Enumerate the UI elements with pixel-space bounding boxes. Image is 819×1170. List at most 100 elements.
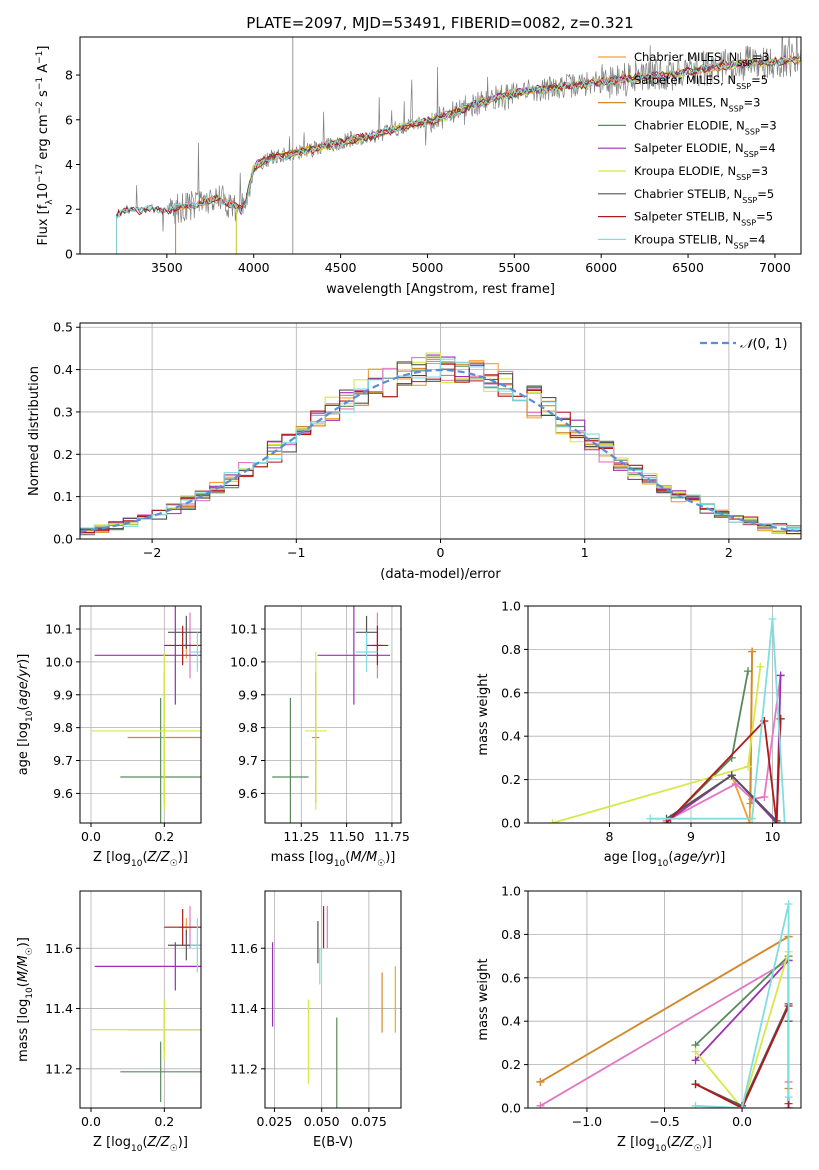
y-tick-label: 0.0 — [501, 816, 521, 831]
legend-label-chabrier-elodie: Chabrier ELODIE, NSSP=3 — [634, 118, 777, 136]
weight-line-kroupa-elodie — [552, 666, 762, 823]
legend-label-salpeter-elodie: Salpeter ELODIE, NSSP=4 — [634, 141, 776, 159]
x-axis-label: (data-model)/error — [380, 567, 501, 582]
errorbar-point-salpeter-elodie — [94, 942, 201, 991]
x-tick-label: 8 — [606, 829, 614, 844]
x-tick-label: 0.050 — [304, 1114, 340, 1129]
y-tick-label: 2 — [65, 202, 73, 217]
y-axis-label: mass [log10(M/M☉)] — [16, 937, 35, 1062]
y-tick-label: 11.6 — [230, 941, 258, 956]
y-axis-label: age [log10(age/yr)] — [16, 654, 35, 776]
x-tick-label: 11.75 — [374, 829, 410, 844]
errorbar-point-salpeter-stelib — [366, 625, 389, 666]
x-tick-label: 4500 — [325, 260, 357, 275]
weight-marker-chabrier-miles — [745, 819, 754, 823]
errorbar-point-kroupa-stelib — [190, 632, 201, 672]
y-tick-label: 9.7 — [238, 753, 258, 768]
y-tick-label: 9.9 — [53, 687, 73, 702]
x-tick-label: 7000 — [759, 260, 791, 275]
y-axis-label: Normed distribution — [27, 366, 42, 496]
y-tick-label: 0.8 — [501, 927, 521, 942]
panel-weight-vs-age: 8 9 10 0.0 0.2 0.4 0.6 0.8 1.0 age [log10(age/yr)… — [476, 599, 802, 869]
x-tick-label: 0.025 — [257, 1114, 293, 1129]
y-tick-label: 4 — [65, 157, 73, 172]
model-fit-line-kroupa-stelib — [116, 55, 801, 254]
y-tick-label: 0.4 — [501, 1014, 521, 1029]
panel-mass-vs-EBV: 0.025 0.050 0.075 11.2 11.4 11.6 E(B-V) — [230, 890, 402, 1150]
x-axis-label: Z [log10(Z/Z☉)] — [93, 850, 188, 869]
x-tick-label: 0.0 — [81, 1114, 101, 1129]
x-tick-label: 4000 — [238, 260, 270, 275]
x-tick-label: 0.0 — [81, 829, 101, 844]
y-tick-label: 11.4 — [230, 1001, 258, 1016]
x-tick-label: 11.50 — [329, 829, 365, 844]
y-tick-label: 0 — [65, 247, 73, 262]
panel-age-vs-Z: 0.0 0.2 9.6 9.7 9.8 9.9 10.0 10.1 Z [log10(Z/Z☉)… — [16, 605, 202, 869]
weight-marker-kroupa-miles — [748, 647, 757, 656]
x-axis-label: E(B-V) — [313, 1135, 353, 1150]
y-tick-label: 0.0 — [501, 1101, 521, 1116]
x-tick-label: 1 — [581, 545, 589, 560]
x-tick-label: 9 — [687, 829, 695, 844]
weight-marker-kroupa-stelib — [738, 1104, 747, 1108]
axes-frame — [527, 605, 802, 824]
x-tick-label: 0.0 — [732, 1114, 752, 1129]
errorbar-point-salpeter-elodie — [94, 606, 201, 705]
x-tick-label: −0.5 — [649, 1114, 679, 1129]
y-tick-label: 11.4 — [45, 1001, 73, 1016]
y-tick-label: 0.2 — [501, 1057, 521, 1072]
weight-lines-area — [536, 900, 793, 1108]
y-tick-label: 0.1 — [53, 489, 73, 504]
x-axis-label: wavelength [Angstrom, rest frame] — [326, 282, 555, 297]
errorbar-point-kroupa-elodie — [91, 999, 201, 1060]
y-tick-label: 8 — [65, 68, 73, 83]
axes-frame — [79, 890, 202, 1109]
weight-line-kroupa-stelib — [650, 618, 786, 823]
x-tick-label: 2 — [725, 545, 733, 560]
histogram-area — [80, 352, 801, 536]
y-tick-label: 0.4 — [53, 362, 73, 377]
errorbar-area — [271, 906, 396, 1108]
weight-line-salpeter-miles — [666, 675, 782, 822]
y-tick-label: 9.8 — [238, 720, 258, 735]
legend-label-chabrier-stelib: Chabrier STELIB, NSSP=5 — [634, 187, 774, 205]
weight-line-chabrier-elodie — [665, 670, 749, 823]
weight-marker-salpeter-stelib — [662, 819, 671, 823]
weight-marker-chabrier-elodie — [744, 667, 753, 676]
weight-marker-kroupa-miles — [536, 1077, 545, 1086]
spectrum-plot-area — [116, 37, 801, 254]
weight-marker-kroupa-elodie — [691, 1047, 700, 1056]
weight-marker-salpeter-miles — [731, 779, 740, 788]
x-axis-label: Z [log10(Z/Z☉)] — [617, 1135, 712, 1154]
x-tick-label: 0.2 — [154, 1114, 174, 1129]
errorbar-point-kroupa-stelib — [355, 632, 378, 672]
errorbar-point-salpeter-stelib — [164, 625, 201, 666]
y-tick-label: 10.0 — [230, 654, 258, 669]
weight-marker-salpeter-stelib — [772, 819, 781, 823]
weight-marker-kroupa-stelib — [784, 1093, 793, 1102]
errorbar-point-salpeter-stelib — [164, 909, 201, 946]
x-tick-label: −2 — [143, 545, 161, 560]
weight-marker-kroupa-elodie — [744, 762, 753, 771]
weight-marker-kroupa-stelib — [646, 814, 655, 823]
y-tick-label: 11.6 — [45, 941, 73, 956]
x-tick-label: 6000 — [585, 260, 617, 275]
errorbar-point-kroupa-elodie — [91, 652, 201, 810]
errorbar-point-chabrier-elodie — [120, 698, 201, 823]
gaussian-reference-curve — [80, 368, 801, 533]
y-tick-label: 0.6 — [501, 970, 521, 985]
y-tick-label: 9.6 — [238, 786, 258, 801]
errorbar-area — [91, 906, 201, 1102]
y-tick-label: 9.6 — [53, 786, 73, 801]
weight-line-kroupa-stelib — [695, 903, 790, 1108]
x-axis-label: age [log10(age/yr)] — [604, 850, 726, 869]
errorbar-area — [272, 606, 391, 823]
weight-marker-salpeter-stelib — [784, 1104, 793, 1108]
y-tick-label: 6 — [65, 112, 73, 127]
errorbar-point-chabrier-stelib — [168, 615, 201, 649]
weight-lines-area — [548, 615, 789, 823]
observed-spectrum-line — [116, 37, 801, 232]
weight-marker-salpeter-miles — [760, 792, 769, 801]
y-tick-label: 11.2 — [45, 1061, 73, 1076]
